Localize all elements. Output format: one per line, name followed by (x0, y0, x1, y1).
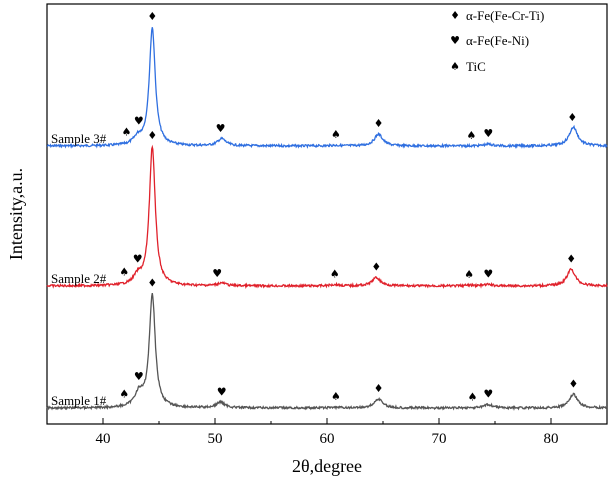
sample-label: Sample 1# (51, 393, 107, 408)
legend-label: α-Fe(Fe-Cr-Ti) (466, 8, 544, 23)
legend-symbol: ♥ (450, 34, 460, 47)
phase-marker-alpha-crti: ♦ (147, 10, 157, 23)
x-axis-ticks: 40 50 60 70 80 (46, 418, 608, 447)
legend-label: TiC (466, 59, 486, 74)
phase-marker-alpha-crti: ♦ (566, 252, 576, 265)
spectra: Sample 3# ♠♥♦♥ ♠♦♠ ♥♦Sample 2# ♠♥♦♥ ♠♦♠ ♥♦Samp… (46, 10, 608, 412)
phase-marker-tic: ♠ (119, 266, 129, 279)
phase-marker-alpha-ni: ♥ (483, 388, 493, 401)
phase-marker-tic: ♠ (468, 391, 478, 404)
phase-marker-alpha-ni: ♥ (134, 114, 144, 127)
legend-symbol: ♠ (450, 60, 460, 73)
phase-marker-alpha-ni: ♥ (134, 370, 144, 383)
phase-marker-tic: ♠ (331, 390, 341, 403)
phase-marker-alpha-crti: ♦ (568, 377, 578, 390)
series-1: Sample 3# ♠♥♦♥ ♠♦♠ ♥♦ (46, 10, 608, 149)
sample-label: Sample 2# (51, 271, 107, 286)
sample-label: Sample 3# (51, 131, 107, 146)
phase-marker-tic: ♠ (119, 388, 129, 401)
phase-marker-alpha-crti: ♦ (147, 276, 157, 289)
phase-marker-tic: ♠ (330, 267, 340, 280)
legend: ♦ α-Fe(Fe-Cr-Ti) ♥ α-Fe(Fe-Ni) ♠ TiC (450, 8, 544, 74)
phase-marker-alpha-crti: ♦ (567, 111, 577, 124)
series-3: Sample 1# ♠ ♥ ♦ ♥ ♠ ♦ ♠ ♥ ♦ (46, 276, 608, 412)
y-axis-title: Intensity,a.u. (6, 168, 26, 260)
x-tick-label: 80 (544, 431, 559, 447)
phase-marker-alpha-ni: ♥ (133, 253, 143, 266)
x-axis-title: 2θ,degree (292, 456, 362, 476)
phase-marker-alpha-ni: ♥ (483, 127, 493, 140)
x-tick-label: 40 (96, 431, 111, 447)
series-line (46, 27, 608, 149)
phase-marker-alpha-ni: ♥ (216, 122, 226, 135)
series-line (46, 144, 608, 290)
phase-marker-tic: ♠ (331, 128, 341, 141)
phase-marker-alpha-crti: ♦ (371, 261, 381, 274)
phase-marker-tic: ♠ (464, 268, 474, 281)
x-tick-label: 60 (320, 431, 335, 447)
phase-marker-alpha-ni: ♥ (212, 267, 222, 280)
series-2: Sample 2# ♠ ♥ ♦ ♥ ♠ ♦ ♠ ♥ ♦ (46, 129, 608, 290)
phase-marker-tic: ♠ (467, 129, 477, 142)
phase-marker-alpha-crti: ♦ (374, 117, 384, 130)
legend-symbol: ♦ (450, 9, 460, 22)
phase-marker-alpha-crti: ♦ (147, 129, 157, 142)
x-tick-label: 70 (432, 431, 447, 447)
x-tick-label: 50 (208, 431, 223, 447)
phase-marker-tic: ♠ (122, 126, 132, 139)
legend-label: α-Fe(Fe-Ni) (466, 33, 529, 48)
phase-marker-alpha-crti: ♦ (374, 382, 384, 395)
series-line (46, 292, 608, 412)
phase-marker-alpha-ni: ♥ (217, 385, 227, 398)
phase-marker-alpha-ni: ♥ (483, 267, 493, 280)
